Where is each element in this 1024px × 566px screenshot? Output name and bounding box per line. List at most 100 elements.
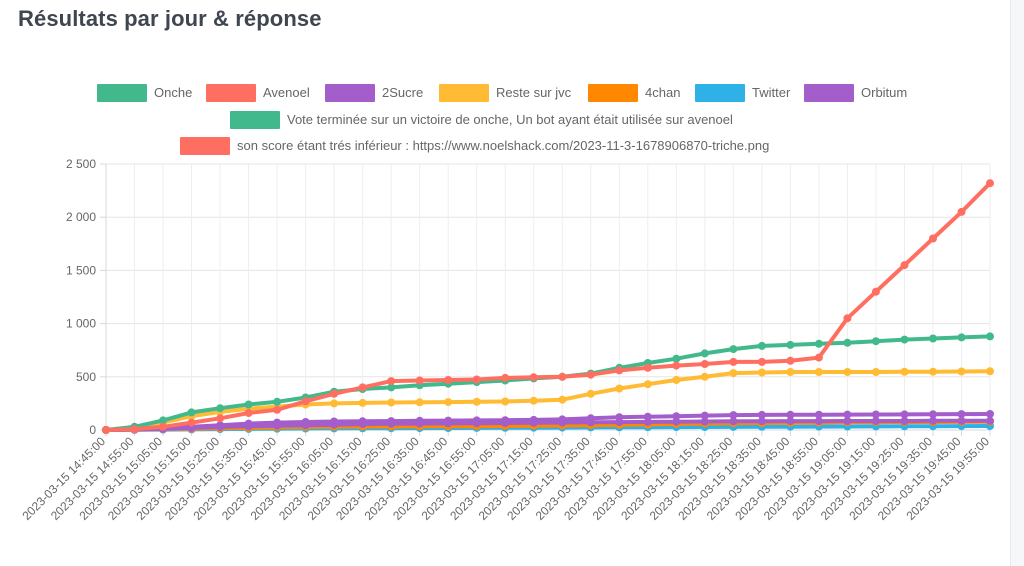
data-point: [415, 376, 424, 385]
data-point: [786, 340, 795, 349]
data-point: [472, 375, 481, 384]
data-point: [900, 367, 909, 376]
data-point: [643, 412, 652, 421]
data-point: [558, 415, 567, 424]
legend-label: Onche: [154, 85, 192, 100]
data-point: [814, 353, 823, 362]
data-point: [814, 410, 823, 419]
right-scrollbar[interactable]: [1010, 0, 1024, 566]
data-point: [273, 397, 282, 406]
legend-label: Avenoel: [263, 85, 310, 100]
data-point: [843, 417, 852, 425]
data-point: [871, 337, 880, 346]
data-point: [986, 332, 994, 341]
data-point: [986, 416, 994, 425]
data-point: [957, 416, 966, 425]
data-point: [501, 416, 510, 425]
legend-swatch: [180, 137, 230, 155]
data-point: [757, 368, 766, 377]
legend-label: 2Sucre: [382, 85, 423, 100]
data-point: [387, 398, 396, 407]
data-point: [672, 354, 681, 363]
page-title: Résultats par jour & réponse: [18, 6, 322, 31]
data-point: [130, 425, 139, 434]
series-line: [104, 181, 992, 432]
data-point: [871, 368, 880, 376]
data-point: [301, 418, 310, 426]
data-point: [643, 363, 652, 372]
data-point: [700, 349, 709, 358]
data-point: [900, 261, 909, 270]
legend-item: Avenoel: [206, 84, 310, 102]
data-point: [387, 383, 396, 392]
series-avenoel: [102, 179, 994, 434]
data-point: [729, 417, 738, 426]
data-point: [957, 367, 966, 376]
data-point: [529, 396, 538, 405]
legend-label: 4chan: [645, 85, 680, 100]
data-point: [900, 417, 909, 425]
y-tick-label: 2 000: [66, 210, 96, 224]
data-point: [843, 368, 852, 376]
data-point: [672, 376, 681, 384]
data-point: [957, 207, 966, 216]
data-point: [159, 416, 167, 425]
data-point: [929, 416, 937, 425]
data-point: [216, 404, 225, 413]
data-point: [871, 417, 880, 425]
data-point: [871, 410, 880, 419]
annotation-label: Vote terminée sur un victoire de onche, …: [287, 112, 733, 127]
y-tick-label: 0: [89, 423, 96, 437]
data-point: [558, 372, 567, 381]
data-point: [273, 405, 282, 414]
data-point: [615, 413, 624, 422]
data-point: [415, 416, 424, 425]
legend-item: Onche: [97, 84, 192, 102]
legend-swatch: [325, 84, 375, 102]
data-point: [729, 411, 738, 420]
data-point: [586, 389, 595, 398]
data-point: [216, 421, 225, 430]
data-point: [615, 366, 624, 375]
data-point: [700, 372, 709, 381]
data-point: [216, 414, 225, 423]
y-tick-label: 500: [76, 370, 96, 384]
legend-item: 4chan: [588, 84, 680, 102]
series-orbitum: [102, 410, 994, 434]
legend-swatch: [230, 111, 280, 129]
data-point: [387, 377, 396, 386]
data-point: [700, 411, 709, 420]
data-point: [586, 370, 595, 379]
data-point: [330, 399, 339, 408]
data-point: [757, 410, 766, 419]
data-point: [444, 416, 453, 425]
data-point: [729, 369, 738, 378]
legend-item: 2Sucre: [325, 84, 423, 102]
data-point: [672, 417, 681, 426]
data-point: [843, 314, 852, 323]
data-point: [301, 397, 310, 406]
data-point: [643, 380, 652, 389]
data-point: [615, 384, 624, 393]
data-point: [501, 373, 510, 382]
data-point: [472, 416, 481, 425]
data-point: [244, 400, 253, 409]
legend: Onche Avenoel 2Sucre Reste sur jvc 4chan Twit…: [97, 84, 907, 155]
legend-item: Twitter: [695, 84, 791, 102]
y-tick-label: 2 500: [66, 157, 96, 171]
data-point: [472, 397, 481, 406]
data-point: [529, 415, 538, 424]
data-point: [814, 417, 823, 426]
annotation-label: son score étant trés inférieur : https:/…: [237, 138, 769, 153]
data-point: [757, 341, 766, 350]
data-point: [700, 417, 709, 426]
data-point: [159, 422, 167, 431]
data-point: [244, 419, 253, 428]
data-point: [672, 412, 681, 421]
y-tick-label: 1 500: [66, 263, 96, 277]
legend-item: Orbitum: [804, 84, 907, 102]
legend-label: Twitter: [752, 85, 791, 100]
data-point: [957, 333, 966, 342]
